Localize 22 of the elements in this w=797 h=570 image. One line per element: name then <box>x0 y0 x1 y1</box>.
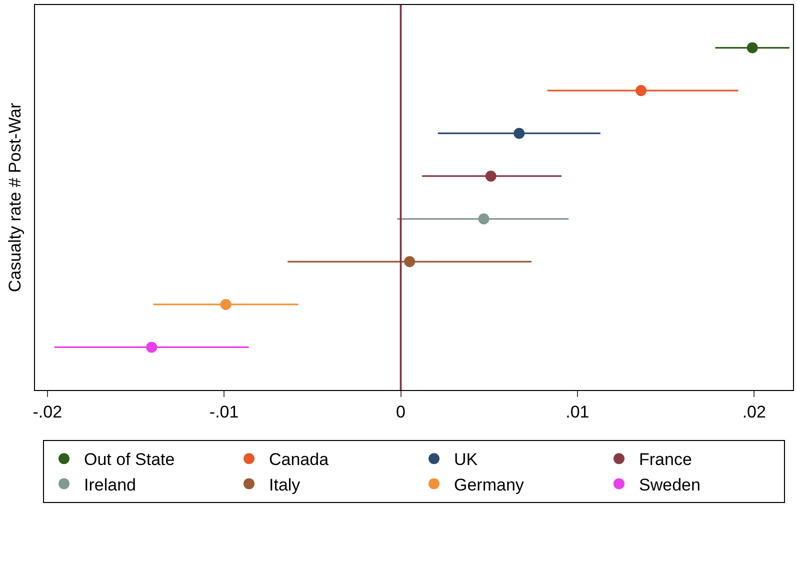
legend-label: Out of State <box>84 450 175 470</box>
point <box>514 128 525 139</box>
x-tick-label: .01 <box>566 402 590 422</box>
legend-label: Canada <box>269 450 330 470</box>
legend-label: UK <box>454 450 478 470</box>
legend-label: Ireland <box>84 475 136 494</box>
legend-label: Germany <box>454 475 524 494</box>
point <box>404 256 416 268</box>
x-tick-label: .02 <box>742 402 766 422</box>
point <box>146 342 158 353</box>
x-tick-label: 0 <box>396 402 406 422</box>
legend-label: Italy <box>269 475 301 494</box>
point <box>636 85 647 96</box>
x-tick-label: -.02 <box>32 402 62 422</box>
point <box>478 213 490 224</box>
y-axis-title: Casualty rate # Post-War <box>6 102 25 292</box>
point <box>746 42 758 54</box>
x-tick-label: -.01 <box>209 402 239 422</box>
legend-label: France <box>639 450 692 470</box>
point <box>485 170 496 182</box>
legend-label: Sweden <box>639 475 700 494</box>
point <box>220 298 232 310</box>
